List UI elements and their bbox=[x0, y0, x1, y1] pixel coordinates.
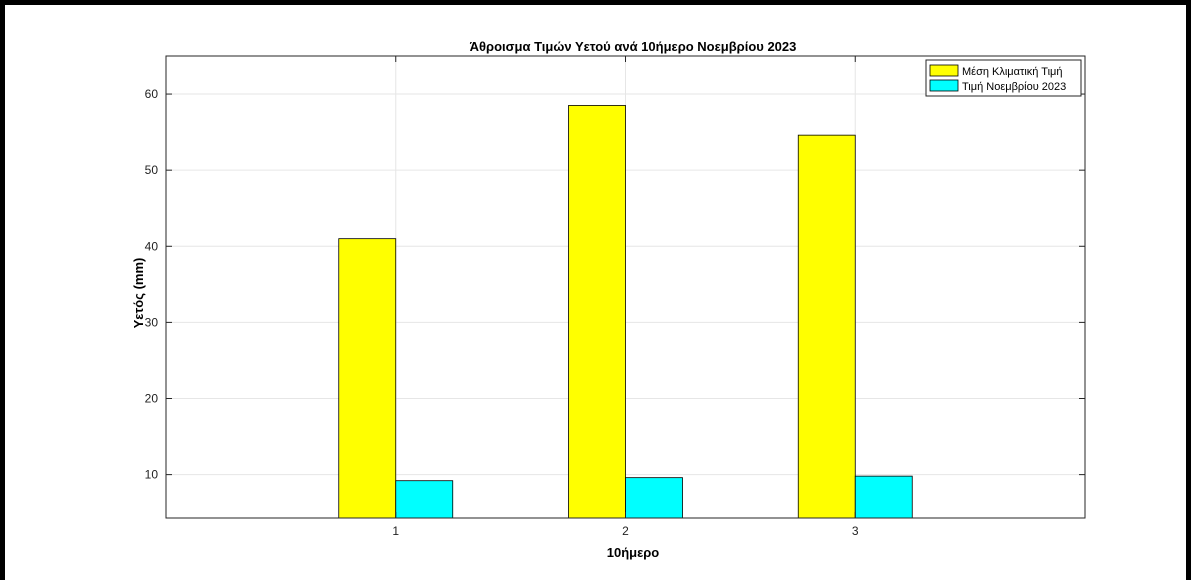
legend-swatch-series-2 bbox=[929, 79, 959, 92]
chart-title: Άθροισμα Τιμών Υετού ανά 10ήμερο Νοεμβρί… bbox=[470, 39, 797, 54]
y-tick-label: 10 bbox=[145, 468, 159, 482]
legend-label-series-1: Μέση Κλιματική Τιμή bbox=[962, 66, 1062, 78]
x-tick-label: 2 bbox=[622, 524, 629, 538]
bar-series-2-cat-1 bbox=[395, 480, 454, 519]
bar-series-1-cat-3 bbox=[797, 134, 856, 519]
bar-series-2-cat-2 bbox=[625, 477, 683, 519]
y-axis-label: Υετός (mm) bbox=[131, 258, 146, 329]
x-tick-label: 1 bbox=[392, 524, 399, 538]
legend-swatch-series-1 bbox=[929, 64, 959, 77]
y-tick-label: 20 bbox=[145, 392, 159, 406]
y-tick-label: 30 bbox=[145, 315, 159, 329]
bar-series-1-cat-1 bbox=[338, 238, 397, 519]
y-tick-label: 50 bbox=[145, 163, 159, 177]
bar-series-1-cat-2 bbox=[568, 105, 626, 519]
bar-series-2-cat-3 bbox=[854, 475, 913, 519]
bar-chart: Άθροισμα Τιμών Υετού ανά 10ήμερο Νοεμβρί… bbox=[131, 39, 1086, 560]
x-tick-label: 3 bbox=[852, 524, 859, 538]
plot-area: 10 20 30 40 50 60 1 2 3 Μέση Κλιματική Τιμή Τιμή Ν… bbox=[145, 55, 1086, 538]
figure: Άθροισμα Τιμών Υετού ανά 10ήμερο Νοεμβρί… bbox=[5, 5, 1186, 580]
x-axis-label: 10ήμερο bbox=[607, 545, 660, 560]
legend-label-series-2: Τιμή Νοεμβρίου 2023 bbox=[962, 81, 1066, 93]
y-tick-label: 60 bbox=[145, 87, 159, 101]
y-tick-label: 40 bbox=[145, 239, 159, 253]
